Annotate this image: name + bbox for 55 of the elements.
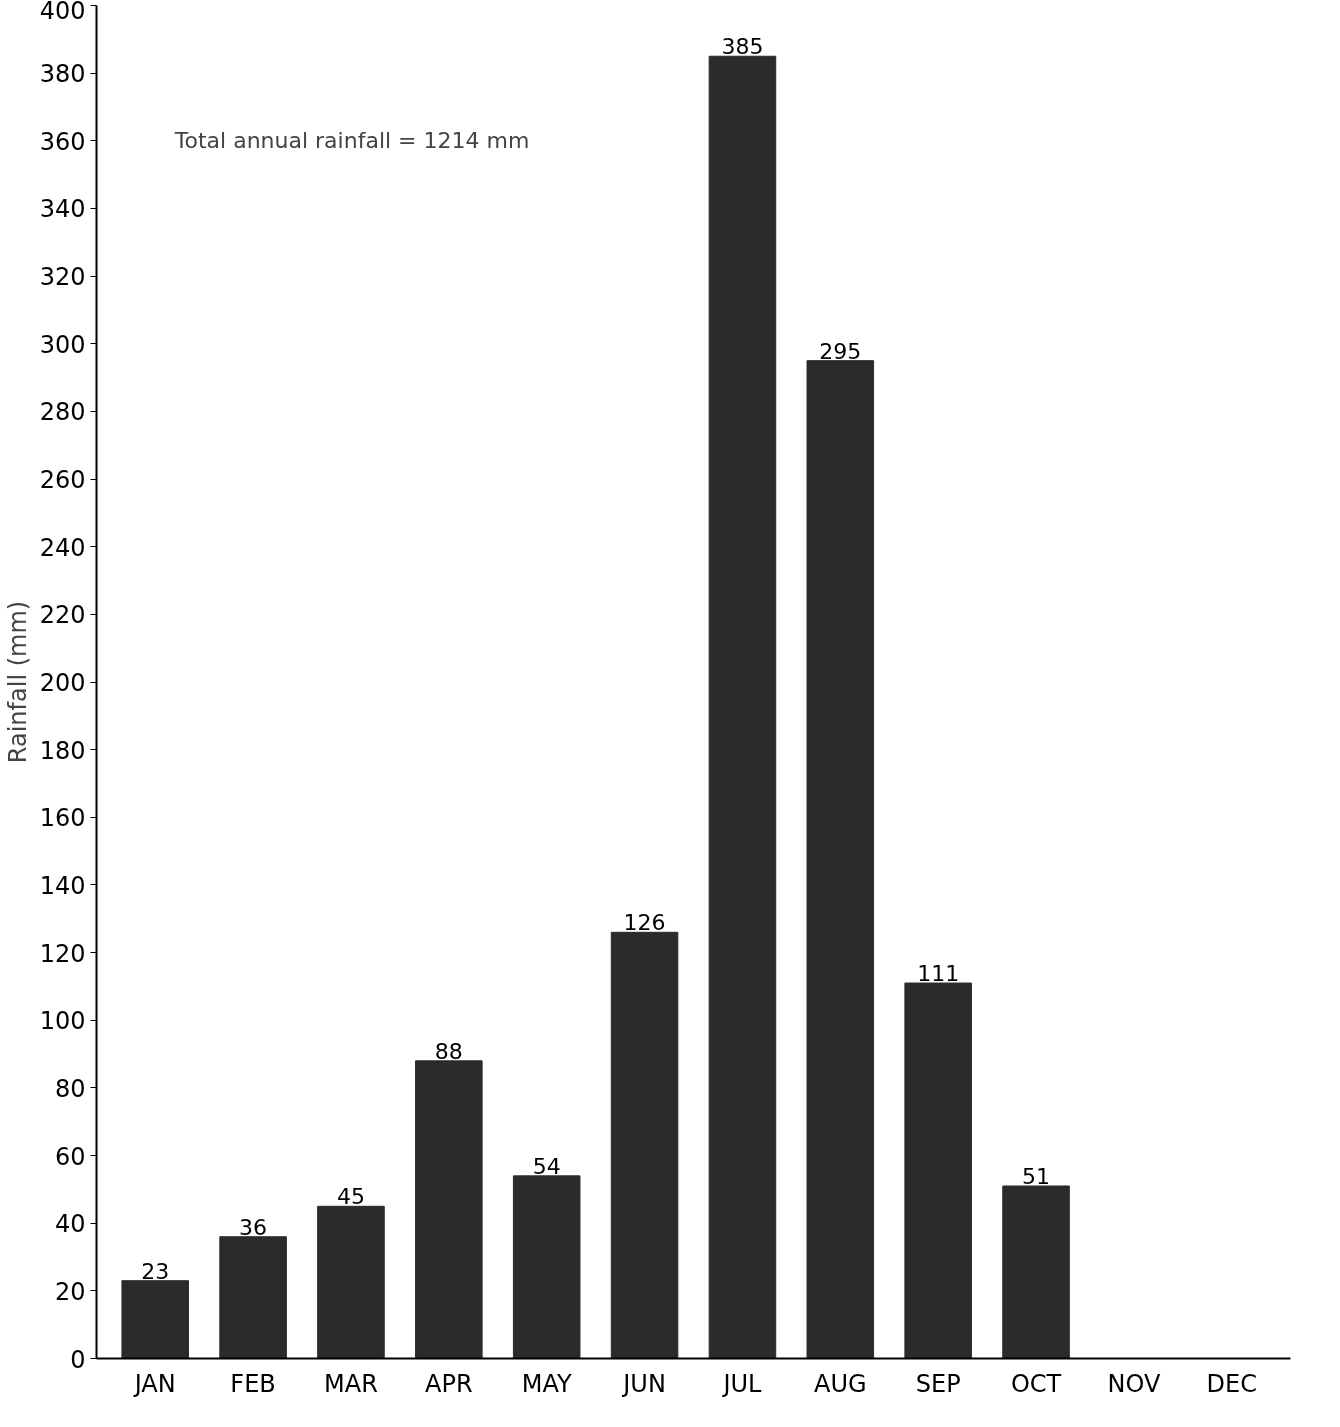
- bar: [708, 55, 777, 1359]
- y-tick-label: 20: [54, 1277, 86, 1306]
- y-tick-label: 200: [39, 669, 86, 697]
- x-tick-label: APR: [425, 1369, 473, 1398]
- y-tick-label: 220: [39, 601, 86, 630]
- x-tick-label: FEB: [230, 1369, 276, 1398]
- y-tick-label: 400: [39, 0, 86, 25]
- data-label: 295: [819, 338, 862, 364]
- annotation: Total annual rainfall = 1214 mm: [173, 128, 530, 154]
- bar: [317, 1205, 385, 1359]
- y-tick-label: 40: [54, 1210, 86, 1239]
- x-tick-label: SEP: [915, 1369, 961, 1398]
- data-label: 36: [239, 1214, 268, 1240]
- x-tick-label: JAN: [132, 1369, 176, 1398]
- x-tick-label: MAY: [521, 1369, 572, 1398]
- x-tick-label: AUG: [814, 1369, 867, 1398]
- x-tick-label: MAR: [324, 1369, 378, 1398]
- data-label: 51: [1022, 1163, 1051, 1189]
- bar: [219, 1236, 287, 1359]
- bar: [121, 1280, 189, 1359]
- data-label: 111: [917, 961, 960, 987]
- bar: [1002, 1185, 1070, 1359]
- data-label: 45: [336, 1184, 365, 1210]
- data-label: 54: [532, 1153, 561, 1179]
- y-tick-label: 160: [39, 804, 86, 833]
- x-tick-label: JUL: [721, 1369, 763, 1398]
- data-label: 385: [721, 34, 764, 60]
- y-tick-label: 180: [39, 736, 86, 765]
- y-tick-label: 60: [54, 1142, 86, 1171]
- y-tick-label: 0: [70, 1345, 86, 1374]
- y-tick-label: 300: [39, 330, 86, 359]
- x-tick-label: NOV: [1107, 1369, 1161, 1398]
- y-tick-label: 380: [39, 60, 86, 89]
- y-tick-label: 280: [39, 398, 86, 427]
- y-tick-label: 340: [39, 195, 86, 224]
- bar: [512, 1175, 581, 1359]
- y-tick-label: 320: [39, 263, 86, 292]
- data-label: 88: [434, 1038, 463, 1064]
- x-tick-label: DEC: [1206, 1369, 1257, 1398]
- bar: [806, 360, 875, 1359]
- y-axis-title: Rainfall (mm): [3, 600, 32, 764]
- x-tick-label: JUN: [621, 1369, 666, 1398]
- y-tick-label: 140: [39, 871, 86, 900]
- y-tick-label: 240: [39, 533, 86, 562]
- bar: [610, 931, 679, 1359]
- bar: [904, 982, 972, 1359]
- x-tick-label: OCT: [1010, 1369, 1062, 1398]
- data-label: 23: [141, 1258, 170, 1284]
- y-tick-label: 120: [39, 939, 86, 968]
- y-tick-label: 260: [39, 466, 86, 495]
- data-label: 126: [623, 910, 666, 936]
- y-tick-label: 100: [39, 1007, 86, 1036]
- y-tick-label: 80: [54, 1074, 86, 1103]
- y-tick-label: 360: [39, 127, 86, 156]
- bar: [415, 1060, 483, 1359]
